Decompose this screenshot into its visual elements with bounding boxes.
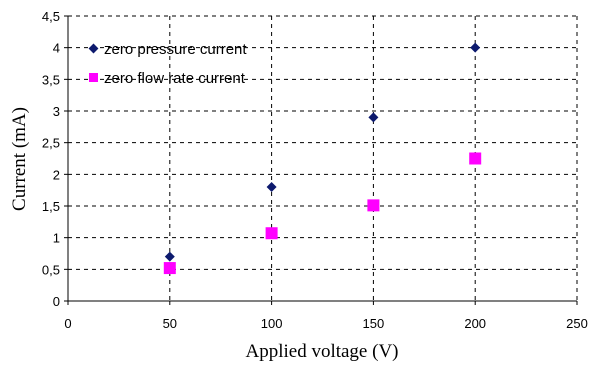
grid-lines [68, 15, 578, 301]
y-tick-label: 4 [53, 41, 60, 56]
data-point-zero-pressure-current [266, 182, 277, 192]
legend-entry-zero-flow-rate-current: zero flow rate current [89, 70, 246, 87]
x-tick-label: 250 [566, 316, 588, 331]
legend: zero pressure current zero flow rate cur… [88, 41, 247, 87]
y-tick-label: 0 [53, 294, 60, 309]
y-tick-label: 2,5 [42, 136, 60, 151]
y-tick-label: 3,5 [42, 72, 60, 87]
y-tick-label: 0,5 [42, 262, 60, 277]
data-points [163, 42, 482, 275]
tick-labels: 0 0,5 1 1,5 2 2,5 3 3,5 4 4,5 0 50 100 150 200 250 [42, 9, 588, 331]
x-tick-label: 50 [163, 316, 177, 331]
y-tick-label: 2 [53, 167, 60, 182]
x-tick-label: 100 [261, 316, 283, 331]
legend-marker-square [89, 73, 98, 82]
legend-entry-zero-pressure-current: zero pressure current [88, 41, 247, 58]
x-axis-title: Applied voltage (V) [245, 341, 398, 362]
data-point-zero-pressure-current [164, 251, 175, 262]
x-tick-label: 150 [363, 316, 385, 331]
x-tick-label: 200 [464, 316, 486, 331]
y-tick-label: 3 [53, 104, 60, 119]
data-point-zero-flow-rate-current [163, 262, 176, 275]
y-axis-title: Current (mA) [9, 107, 30, 211]
y-tick-label: 1 [53, 231, 60, 246]
data-point-zero-pressure-current [368, 112, 379, 123]
data-point-zero-flow-rate-current [367, 199, 380, 212]
x-tick-label: 0 [64, 316, 71, 331]
data-point-zero-flow-rate-current [265, 227, 278, 240]
legend-marker-diamond [88, 43, 99, 54]
data-point-zero-flow-rate-current [469, 152, 482, 165]
y-tick-label: 1,5 [42, 199, 60, 214]
legend-label-zero-flow-rate-current: zero flow rate current [104, 70, 246, 87]
y-tick-label: 4,5 [42, 9, 60, 24]
legend-label-zero-pressure-current: zero pressure current [104, 41, 247, 58]
data-point-zero-pressure-current [470, 42, 481, 53]
axes [64, 15, 578, 305]
